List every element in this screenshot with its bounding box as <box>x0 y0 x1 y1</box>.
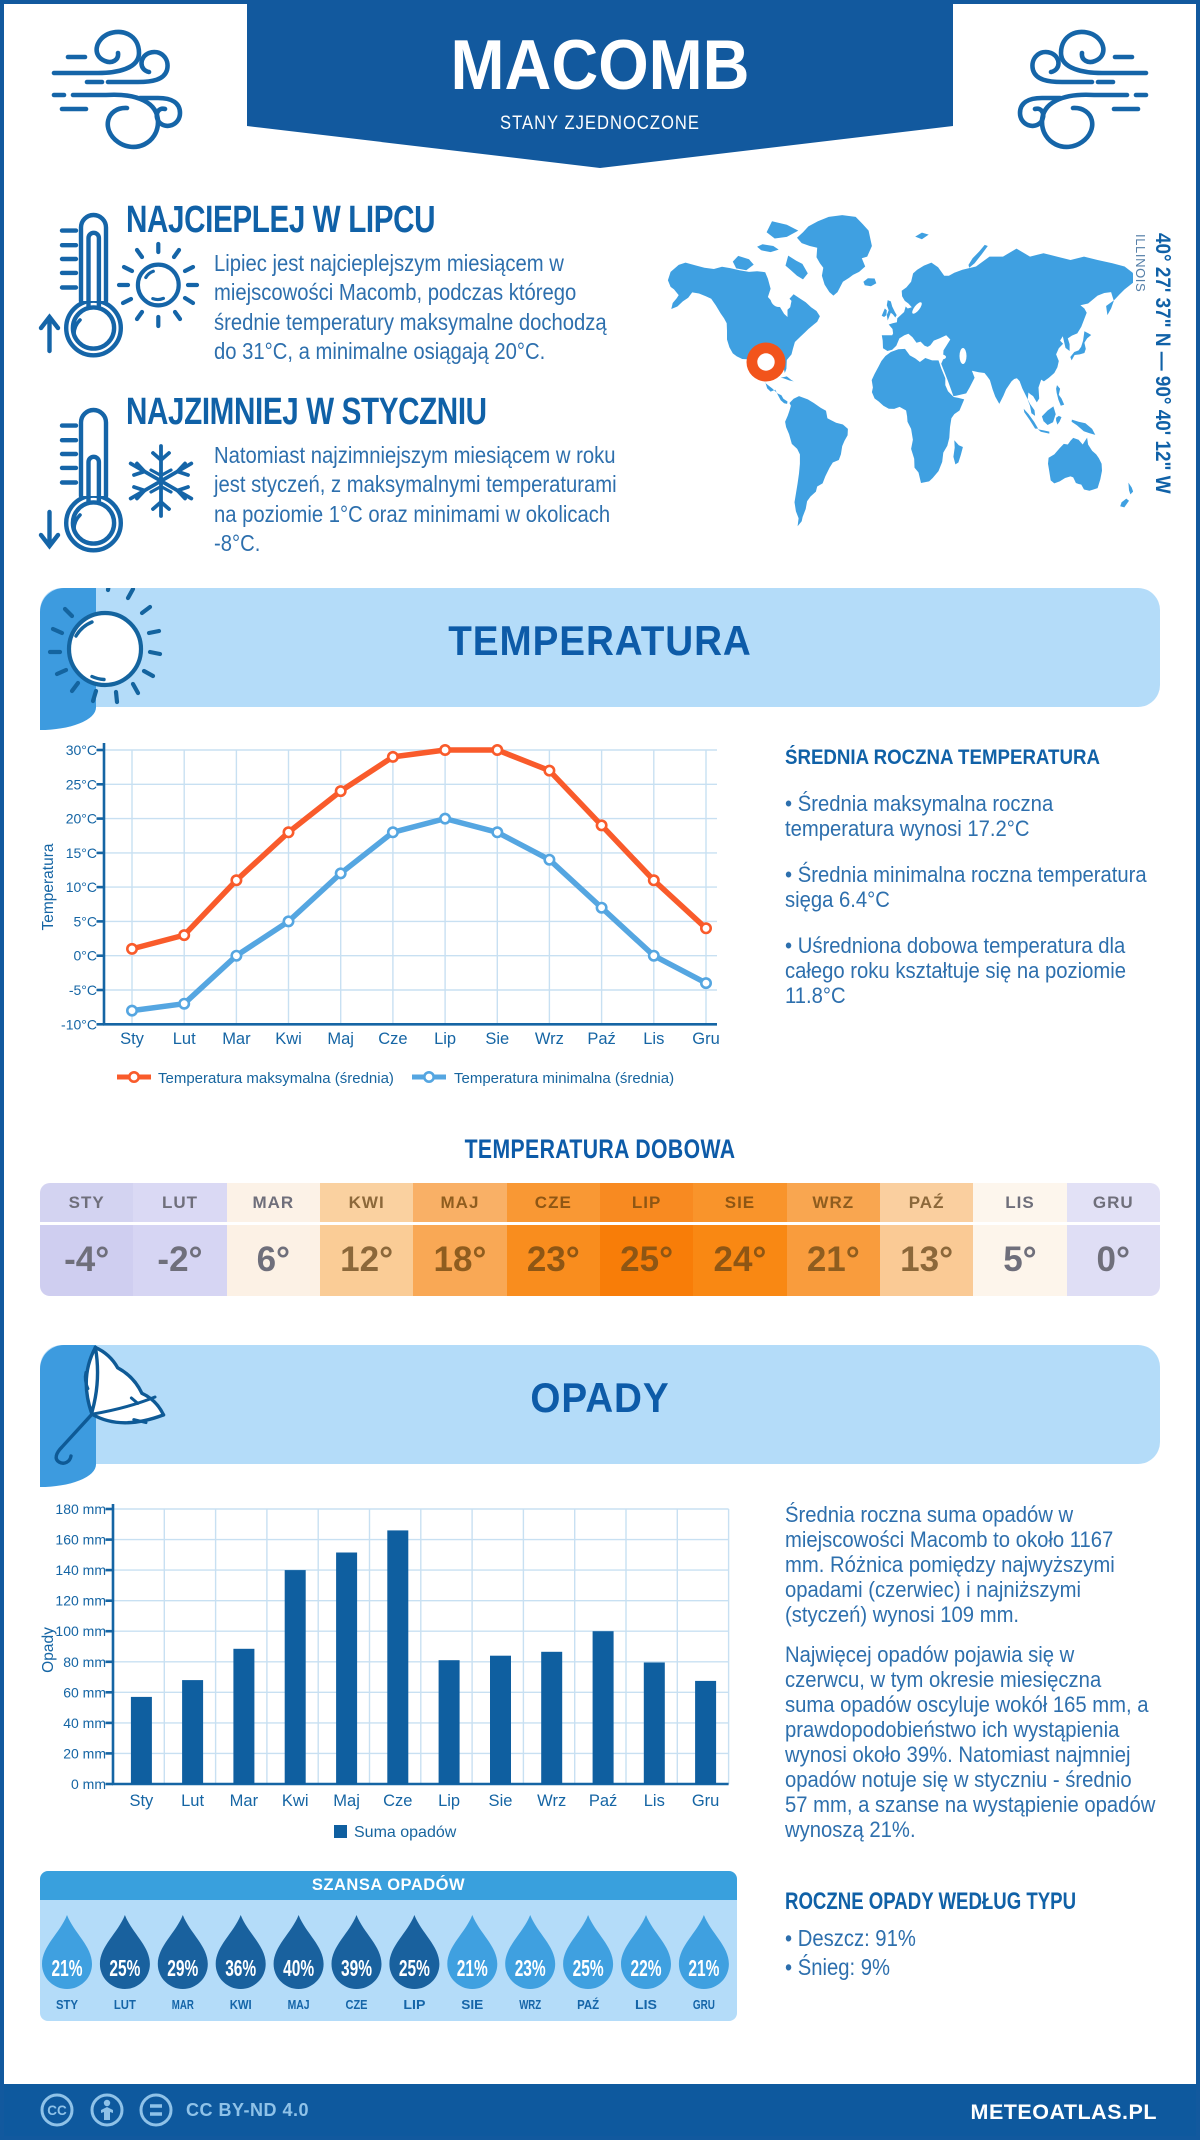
svg-text:Gru: Gru <box>692 1792 720 1810</box>
svg-text:39%: 39% <box>341 1955 372 1981</box>
svg-text:15°C: 15°C <box>66 845 97 861</box>
svg-text:40 mm: 40 mm <box>63 1715 106 1731</box>
svg-text:Maj: Maj <box>333 1792 360 1810</box>
svg-text:Gru: Gru <box>692 1030 720 1048</box>
svg-text:MAJ: MAJ <box>288 1997 310 2012</box>
svg-text:21%: 21% <box>688 1955 719 1981</box>
svg-text:Lis: Lis <box>644 1792 665 1810</box>
svg-text:-5°C: -5°C <box>69 982 97 998</box>
svg-text:LUT: LUT <box>114 1997 136 2012</box>
svg-text:80 mm: 80 mm <box>63 1654 106 1670</box>
svg-text:Sie: Sie <box>489 1792 513 1810</box>
svg-text:CC: CC <box>47 2103 67 2118</box>
svg-text:25%: 25% <box>109 1955 140 1981</box>
svg-text:Lip: Lip <box>438 1792 460 1810</box>
svg-text:LIS: LIS <box>635 1997 657 2012</box>
svg-text:Sty: Sty <box>129 1792 154 1810</box>
svg-text:60 mm: 60 mm <box>63 1684 106 1700</box>
svg-text:0°C: 0°C <box>74 948 98 964</box>
svg-text:Lut: Lut <box>173 1030 196 1048</box>
svg-text:Opady: Opady <box>40 1627 57 1673</box>
svg-text:Lut: Lut <box>181 1792 204 1810</box>
svg-text:21%: 21% <box>52 1955 83 1981</box>
svg-text:30°C: 30°C <box>66 742 97 758</box>
svg-text:Mar: Mar <box>230 1792 259 1810</box>
svg-text:140 mm: 140 mm <box>55 1562 106 1578</box>
svg-text:-10°C: -10°C <box>61 1016 97 1032</box>
svg-text:29%: 29% <box>167 1955 198 1981</box>
svg-text:SIE: SIE <box>461 1997 483 2012</box>
svg-text:25%: 25% <box>399 1955 430 1981</box>
svg-text:120 mm: 120 mm <box>55 1593 106 1609</box>
svg-text:Lip: Lip <box>434 1030 456 1048</box>
svg-text:21%: 21% <box>457 1955 488 1981</box>
svg-text:Wrz: Wrz <box>535 1030 564 1048</box>
svg-text:GRU: GRU <box>693 1997 715 2012</box>
svg-text:100 mm: 100 mm <box>55 1623 106 1639</box>
svg-text:Kwi: Kwi <box>275 1030 302 1048</box>
svg-text:Kwi: Kwi <box>282 1792 309 1810</box>
svg-text:KWI: KWI <box>230 1997 252 2012</box>
svg-text:22%: 22% <box>631 1955 662 1981</box>
svg-text:Wrz: Wrz <box>537 1792 566 1810</box>
svg-text:Temperatura: Temperatura <box>40 843 57 930</box>
svg-text:CZE: CZE <box>346 1997 368 2012</box>
svg-text:180 mm: 180 mm <box>55 1501 106 1517</box>
svg-text:Lis: Lis <box>643 1030 664 1048</box>
svg-text:Cze: Cze <box>378 1030 407 1048</box>
svg-text:MAR: MAR <box>172 1997 194 2012</box>
svg-text:Temperatura maksymalna (średni: Temperatura maksymalna (średnia) <box>158 1070 394 1087</box>
svg-text:20 mm: 20 mm <box>63 1745 106 1761</box>
svg-text:36%: 36% <box>225 1955 256 1981</box>
svg-text:Mar: Mar <box>222 1030 251 1048</box>
svg-text:25°C: 25°C <box>66 776 97 792</box>
svg-text:PAŹ: PAŹ <box>577 1997 599 2012</box>
svg-text:25%: 25% <box>573 1955 604 1981</box>
svg-text:10°C: 10°C <box>66 879 97 895</box>
svg-text:Sty: Sty <box>120 1030 145 1048</box>
svg-text:Maj: Maj <box>327 1030 354 1048</box>
svg-text:Paź: Paź <box>589 1792 617 1810</box>
svg-text:40%: 40% <box>283 1955 314 1981</box>
svg-text:160 mm: 160 mm <box>55 1532 106 1548</box>
svg-text:Paź: Paź <box>587 1030 615 1048</box>
svg-text:5°C: 5°C <box>74 913 98 929</box>
svg-text:STY: STY <box>56 1997 78 2012</box>
svg-text:Suma opadów: Suma opadów <box>354 1824 457 1841</box>
svg-text:Sie: Sie <box>485 1030 509 1048</box>
svg-text:23%: 23% <box>515 1955 546 1981</box>
svg-text:WRZ: WRZ <box>519 1997 541 2012</box>
svg-text:0 mm: 0 mm <box>71 1776 106 1792</box>
svg-text:LIP: LIP <box>403 1997 425 2012</box>
svg-text:Cze: Cze <box>383 1792 412 1810</box>
svg-text:20°C: 20°C <box>66 811 97 827</box>
svg-text:Temperatura minimalna (średnia: Temperatura minimalna (średnia) <box>454 1070 674 1087</box>
